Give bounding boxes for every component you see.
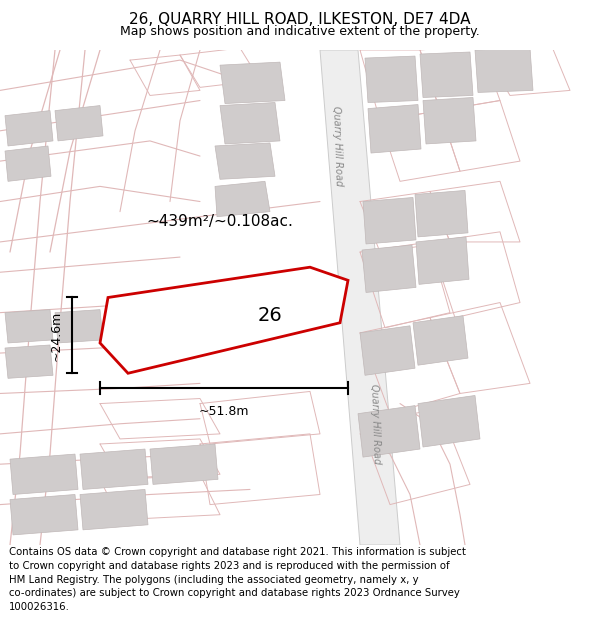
Polygon shape [80, 449, 148, 489]
Polygon shape [418, 396, 480, 447]
Text: Contains OS data © Crown copyright and database right 2021. This information is : Contains OS data © Crown copyright and d… [9, 548, 466, 612]
Polygon shape [220, 102, 280, 144]
Polygon shape [365, 56, 418, 102]
Polygon shape [5, 146, 51, 181]
Text: ~24.6m: ~24.6m [50, 310, 63, 361]
Polygon shape [475, 48, 533, 92]
Polygon shape [215, 181, 270, 217]
Text: Quarry Hill Road: Quarry Hill Road [368, 384, 382, 464]
Polygon shape [5, 111, 53, 146]
Polygon shape [360, 326, 415, 375]
Polygon shape [362, 245, 416, 292]
Polygon shape [420, 52, 473, 98]
Text: ~439m²/~0.108ac.: ~439m²/~0.108ac. [146, 214, 293, 229]
Polygon shape [55, 309, 103, 343]
Text: 26: 26 [257, 306, 283, 325]
Polygon shape [55, 106, 103, 141]
Polygon shape [363, 198, 416, 244]
Text: Quarry Hill Road: Quarry Hill Road [331, 106, 343, 186]
Polygon shape [5, 345, 53, 378]
Polygon shape [10, 494, 78, 535]
Polygon shape [10, 454, 78, 494]
Polygon shape [150, 444, 218, 484]
Polygon shape [5, 309, 53, 343]
Polygon shape [413, 316, 468, 365]
Polygon shape [368, 104, 421, 153]
Polygon shape [423, 98, 476, 144]
Polygon shape [100, 268, 348, 373]
Text: 26, QUARRY HILL ROAD, ILKESTON, DE7 4DA: 26, QUARRY HILL ROAD, ILKESTON, DE7 4DA [129, 12, 471, 28]
Polygon shape [215, 143, 275, 179]
Text: Map shows position and indicative extent of the property.: Map shows position and indicative extent… [120, 24, 480, 38]
Polygon shape [415, 191, 468, 237]
Text: ~51.8m: ~51.8m [199, 404, 249, 418]
Polygon shape [358, 406, 420, 457]
Polygon shape [416, 237, 469, 284]
Polygon shape [80, 489, 148, 530]
Polygon shape [320, 50, 400, 545]
Polygon shape [220, 62, 285, 104]
